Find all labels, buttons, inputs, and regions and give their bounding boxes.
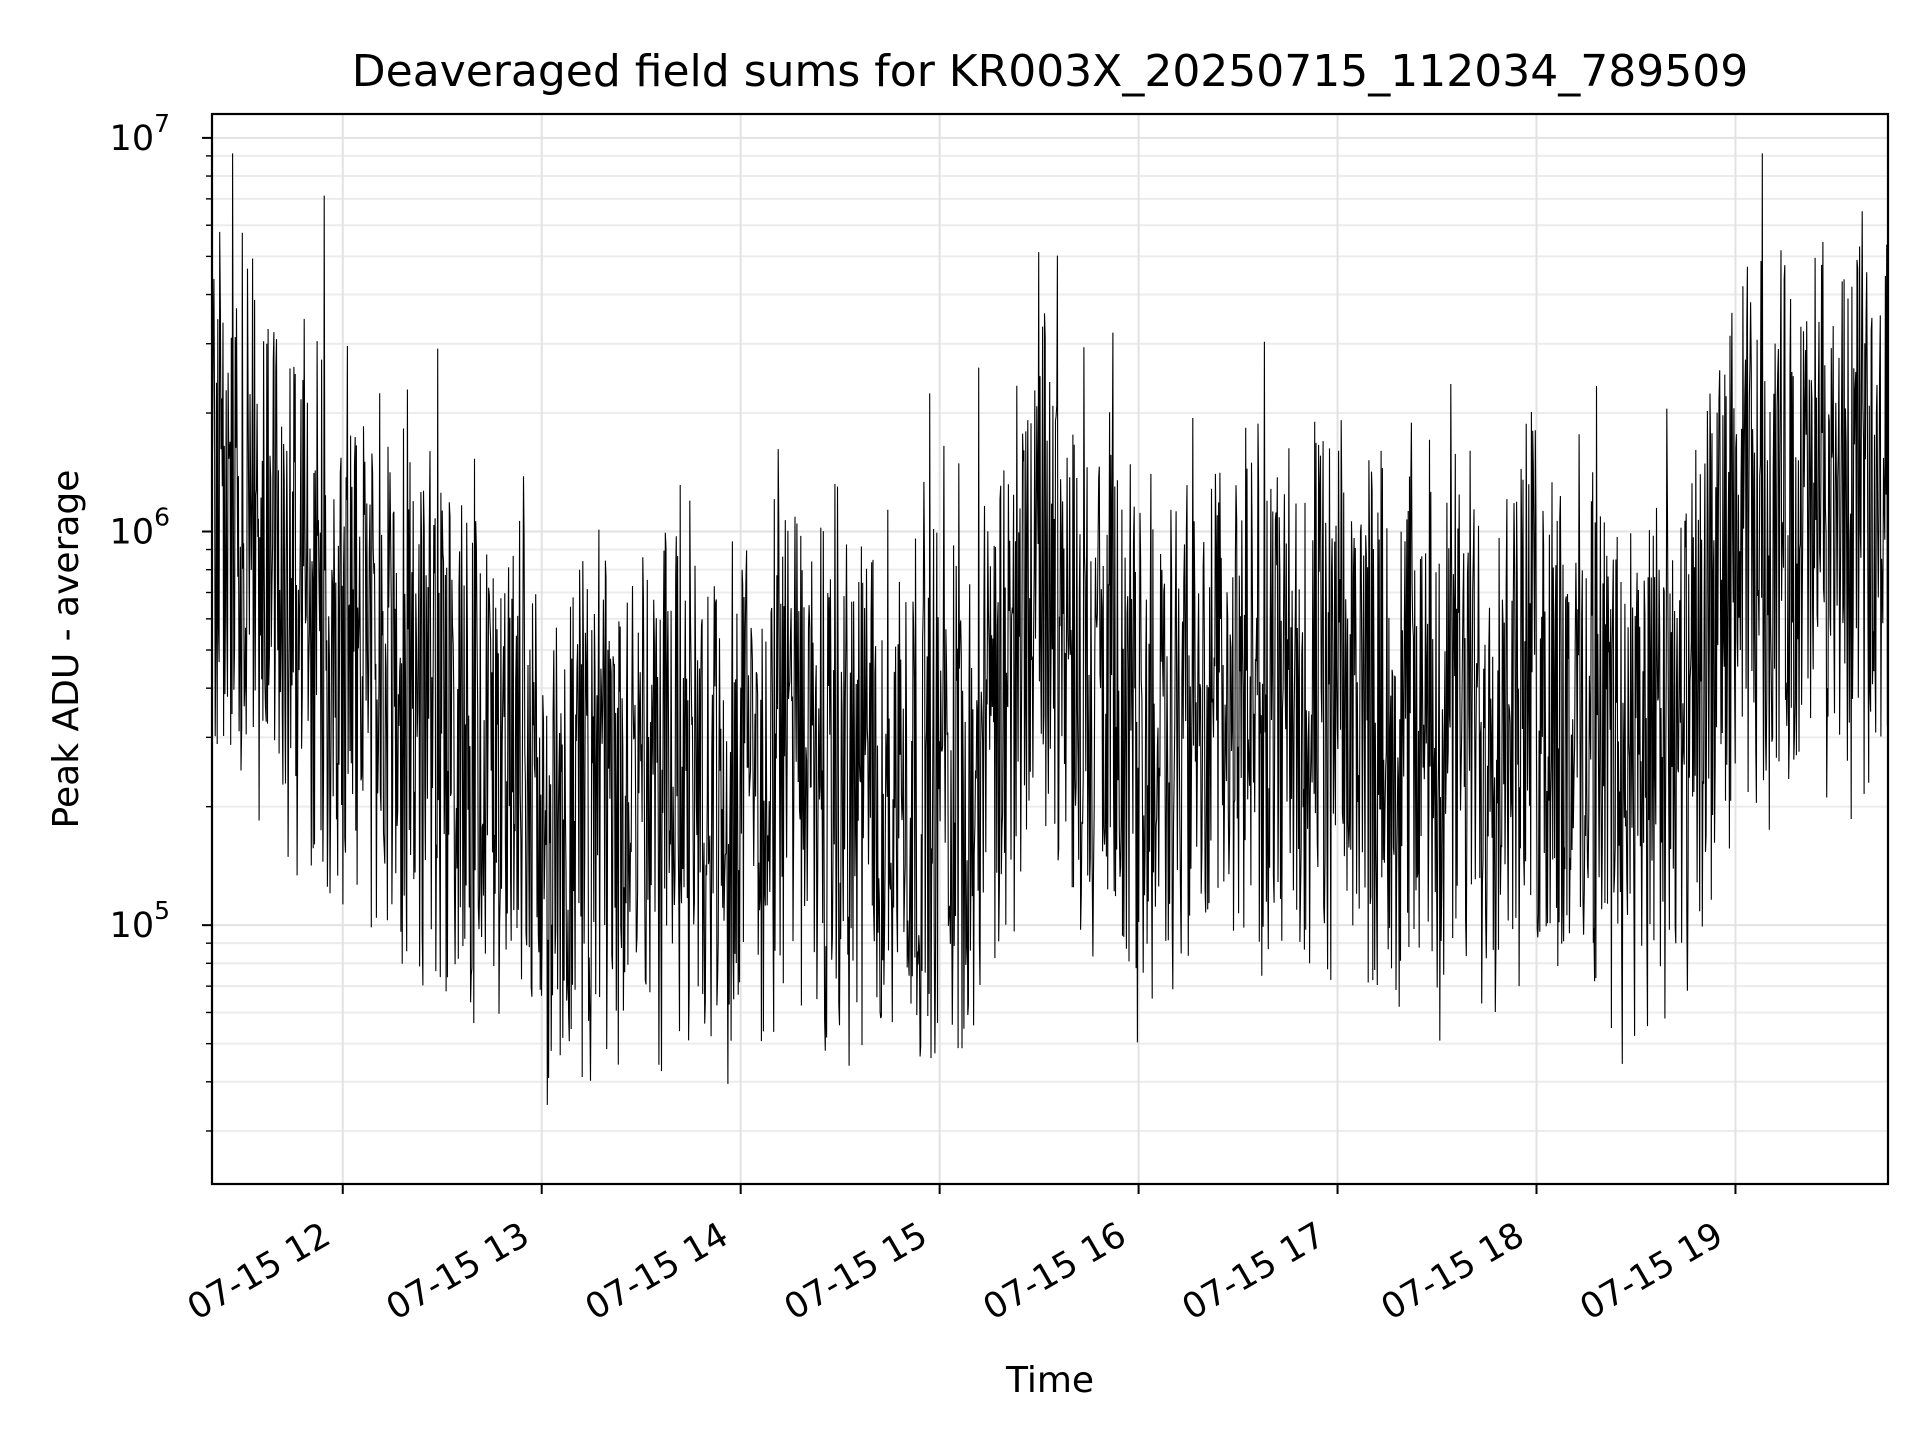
x-axis-label: Time bbox=[1005, 1360, 1094, 1401]
x-tick-label: 07-15 13 bbox=[380, 1215, 536, 1328]
series-line bbox=[211, 153, 1889, 1105]
y-tick-label: 105 bbox=[110, 896, 170, 946]
x-tick-label: 07-15 17 bbox=[1176, 1215, 1332, 1328]
x-tick-label: 07-15 16 bbox=[977, 1215, 1133, 1328]
x-axis: 07-15 12 07-15 13 07-15 14 07-15 15 07-15 16… bbox=[181, 1184, 1737, 1328]
x-tick-label: 07-15 15 bbox=[778, 1215, 934, 1328]
x-tick-label: 07-15 19 bbox=[1574, 1215, 1730, 1328]
x-tick-label: 07-15 12 bbox=[181, 1215, 337, 1328]
plot-frame bbox=[210, 112, 1890, 1186]
y-tick-label: 107 bbox=[110, 109, 170, 159]
y-axis: 105 106 107 bbox=[110, 109, 212, 1132]
y-tick-label: 106 bbox=[110, 503, 170, 553]
x-tick-label: 07-15 14 bbox=[579, 1215, 735, 1328]
x-tick-label: 07-15 18 bbox=[1375, 1215, 1531, 1328]
chart-title: Deaveraged field sums for KR003X_2025071… bbox=[352, 46, 1748, 97]
y-axis-label: Peak ADU - average bbox=[46, 470, 87, 829]
series-path bbox=[211, 153, 1889, 1105]
